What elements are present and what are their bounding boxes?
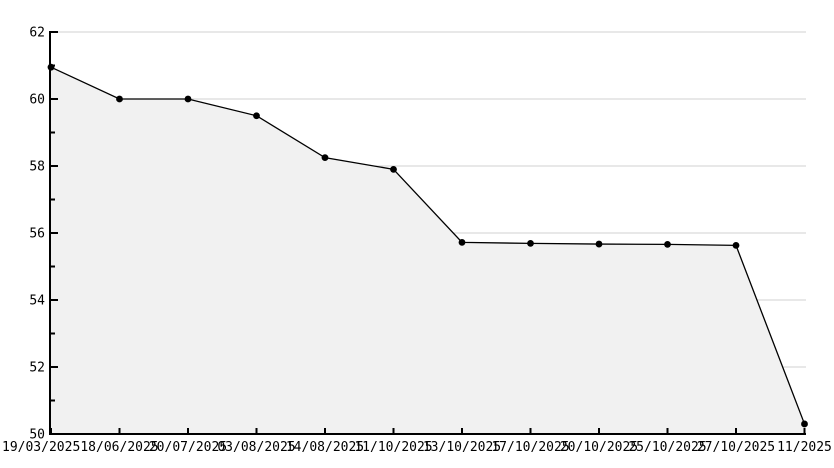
x-tick-label: 20/07/2025 xyxy=(149,440,227,455)
data-point-marker xyxy=(116,95,123,103)
data-point-marker xyxy=(184,95,192,103)
y-tick-label: 50 xyxy=(29,428,45,443)
y-tick-label: 52 xyxy=(29,361,45,376)
x-tick-label: 25/10/2025 xyxy=(628,440,706,455)
data-point-marker xyxy=(801,420,808,428)
x-tick-label: 11/10/2025 xyxy=(354,440,432,455)
x-tick-label: 03/08/2025 xyxy=(217,440,295,455)
data-point-marker xyxy=(664,240,671,248)
x-tick-label: 20/10/2025 xyxy=(560,440,638,455)
data-point-marker xyxy=(253,112,260,120)
data-point-marker xyxy=(458,238,466,246)
series-line xyxy=(50,66,806,425)
x-tick-label: 18/06/2025 xyxy=(80,440,158,455)
x-tick-label: 13/10/2025 xyxy=(423,440,501,455)
x-tick-label: 17/10/2025 xyxy=(491,440,569,455)
x-tick-label: 11/2025 xyxy=(777,440,832,455)
y-tick-label: 54 xyxy=(29,294,45,309)
x-tick-label: 27/10/2025 xyxy=(697,440,775,455)
x-tick-label: 19/03/2025 xyxy=(2,440,80,455)
y-tick-label: 62 xyxy=(29,26,45,41)
area-fill xyxy=(51,67,805,435)
data-point-marker xyxy=(390,165,397,173)
data-point-marker xyxy=(321,154,329,162)
y-tick-label: 60 xyxy=(29,93,45,108)
data-point-marker xyxy=(732,241,740,249)
y-tick-label: 56 xyxy=(29,227,45,242)
y-tick-label: 58 xyxy=(29,160,45,175)
x-tick-label: 14/08/2025 xyxy=(286,440,364,455)
data-point-marker xyxy=(595,240,603,248)
data-point-marker xyxy=(527,239,534,247)
